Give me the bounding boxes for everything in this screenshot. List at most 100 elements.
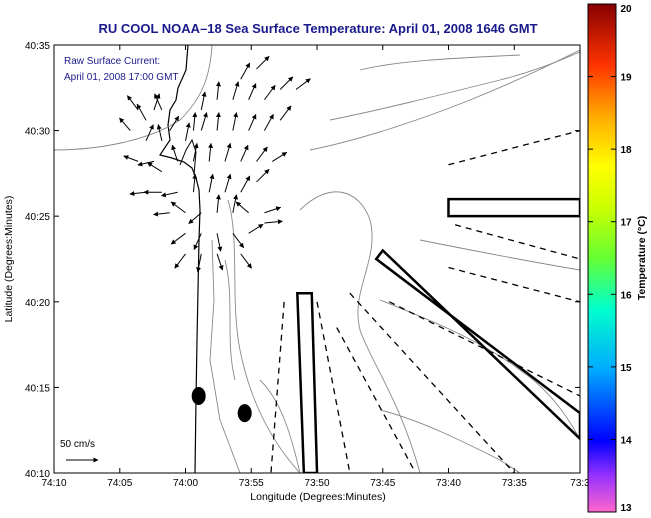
dashed-line (448, 266, 580, 303)
current-vector (147, 162, 163, 173)
current-vector (145, 124, 154, 142)
current-vector (174, 253, 186, 269)
current-vector (216, 233, 223, 252)
current-vector (235, 201, 249, 214)
current-vector (256, 146, 268, 162)
current-vector (240, 253, 252, 269)
x-axis-label: Longitude (Degrees:Minutes) (250, 491, 385, 503)
plot-area (54, 45, 580, 473)
x-tick-label: 74:05 (107, 478, 132, 489)
current-vector (192, 173, 198, 193)
dashed-line (336, 327, 417, 473)
wind-farm-box (374, 248, 580, 441)
current-vector (170, 232, 186, 245)
current-vector (188, 212, 202, 224)
x-tick-label: 73:35 (502, 478, 527, 489)
x-tick-label: 73:3 (570, 478, 590, 489)
current-vector (200, 91, 207, 111)
current-vector (264, 206, 282, 214)
current-vector (196, 253, 202, 273)
current-vector (156, 124, 163, 141)
colorbar-tick-label: 16 (620, 290, 632, 301)
y-axis-label: Latitude (Degrees:Minutes) (3, 196, 15, 323)
colorbar (587, 3, 617, 513)
current-vector (232, 233, 245, 249)
current-vector (169, 115, 180, 131)
x-tick-label: 74:10 (41, 478, 66, 489)
contour-1 (54, 45, 213, 151)
colorbar-tick-label: 15 (620, 363, 632, 374)
current-vector (279, 105, 292, 121)
current-vector (192, 112, 198, 131)
current-vector (192, 142, 199, 162)
dashed-line (349, 292, 515, 473)
current-vector (215, 81, 221, 100)
contour-8 (419, 239, 580, 271)
colorbar-tick-label: 14 (620, 435, 632, 446)
current-vector (248, 113, 257, 131)
colorbar-ticks: 20 19 18 17 16 15 14 13 (588, 3, 632, 514)
current-vector (224, 173, 232, 193)
colorbar-label: Temperature (°C) (636, 216, 648, 301)
wind-farm-boxes (296, 197, 580, 473)
coastline (159, 45, 201, 473)
current-vector (240, 62, 251, 80)
current-vector (263, 113, 274, 131)
current-vector (279, 76, 294, 90)
contour-3 (227, 199, 301, 473)
current-vector (295, 78, 311, 90)
current-vector (171, 144, 179, 162)
colorbar-tick-label: 18 (620, 145, 632, 156)
y-tick-label: 40:35 (25, 41, 50, 52)
x-axis-ticks: 74:10 74:05 74:00 73:55 73:50 73:45 73:40 73:35… (41, 45, 590, 489)
current-vector (160, 191, 178, 198)
current-vector (240, 175, 251, 193)
current-vector (256, 168, 270, 183)
current-vector (193, 233, 202, 250)
x-tick-label: 74:00 (173, 478, 198, 489)
legend-line-2: April 01, 2008 17:00 GMT (64, 72, 179, 83)
current-vector (216, 253, 224, 271)
wind-farm-box (296, 291, 319, 473)
colorbar-tick-label: 17 (620, 218, 632, 229)
black-dot (191, 386, 206, 405)
current-vector (185, 122, 191, 141)
current-vector (153, 211, 170, 217)
current-vector (119, 117, 131, 131)
current-vector (232, 194, 239, 213)
current-vector (123, 155, 139, 162)
legend-line-1: Raw Surface Current: (64, 56, 160, 67)
dashed-line (270, 301, 285, 473)
x-tick-label: 73:45 (370, 478, 395, 489)
current-vector (240, 144, 249, 162)
wind-farm-box (447, 197, 580, 218)
current-vector (215, 112, 221, 131)
x-tick-label: 73:40 (436, 478, 461, 489)
current-vector (170, 201, 186, 214)
current-vector (224, 142, 232, 162)
current-vector (215, 194, 221, 213)
black-dots (191, 386, 252, 423)
y-tick-label: 40:10 (25, 469, 50, 480)
x-tick-label: 73:50 (305, 478, 330, 489)
contour-10 (259, 379, 301, 473)
colorbar-tick-label: 19 (620, 73, 632, 84)
current-vector (200, 112, 208, 131)
colorbar-tick-label: 20 (620, 4, 632, 15)
sandy-hook (179, 138, 197, 176)
contour-12 (224, 259, 236, 381)
scale-label: 50 cm/s (60, 439, 95, 450)
y-tick-label: 40:15 (25, 383, 50, 394)
black-dot (237, 404, 252, 423)
y-tick-label: 40:30 (25, 127, 50, 138)
current-vector (256, 55, 270, 70)
contour-11 (379, 409, 521, 473)
current-vector (208, 173, 215, 193)
y-axis-ticks: 40:35 40:30 40:25 40:20 40:15 40:10 (25, 41, 580, 480)
current-vectors (119, 55, 311, 273)
current-vector (264, 84, 276, 101)
y-tick-label: 40:25 (25, 212, 50, 223)
x-tick-label: 73:55 (239, 478, 264, 489)
current-vector (208, 142, 214, 162)
